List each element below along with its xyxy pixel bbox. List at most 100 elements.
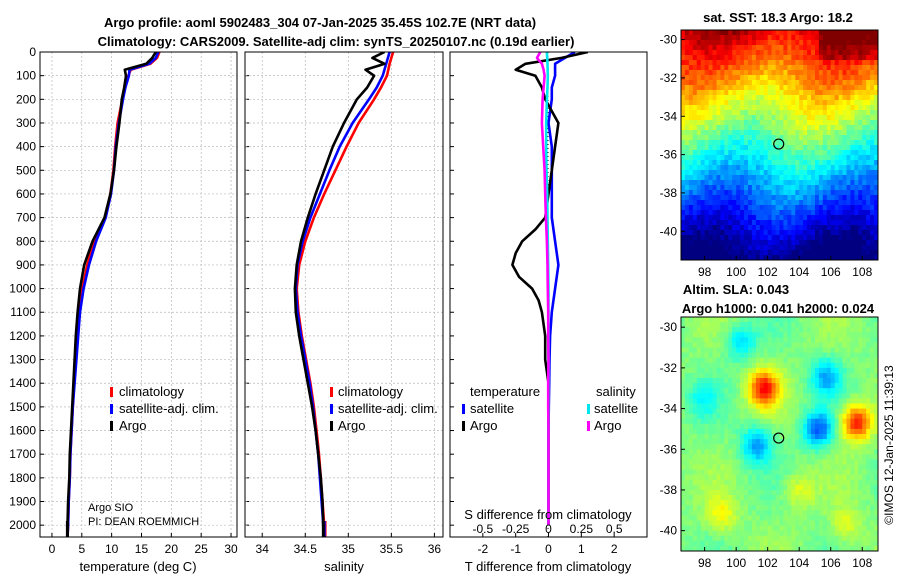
heatmap-cell — [834, 337, 840, 343]
heatmap-cell — [751, 85, 757, 91]
heatmap-cell — [755, 383, 761, 389]
heatmap-cell — [767, 327, 773, 333]
heatmap-cell — [740, 393, 745, 399]
heatmap-cell — [708, 245, 714, 251]
heatmap-cell — [795, 378, 800, 384]
heatmap-cell — [850, 388, 855, 394]
heatmap-cell — [728, 393, 733, 399]
heatmap-cell — [704, 155, 710, 161]
heatmap-cell — [850, 195, 855, 201]
heatmap-cell — [858, 530, 863, 537]
heatmap-cell — [811, 535, 816, 542]
series-line-argo — [66, 52, 157, 526]
heatmap-cell — [791, 454, 796, 460]
heatmap-cell — [767, 540, 773, 547]
heatmap-cell — [822, 100, 828, 106]
heatmap-cell — [744, 474, 749, 481]
heatmap-cell — [846, 449, 851, 455]
heatmap-cell — [854, 200, 859, 206]
heatmap-cell — [724, 160, 729, 166]
heatmap-cell — [732, 210, 737, 216]
heatmap-cell — [724, 500, 729, 506]
heatmap-cell — [708, 490, 714, 496]
depth-tick-label: 1000 — [9, 282, 36, 296]
heatmap-cell — [771, 444, 777, 450]
heatmap-cell — [732, 469, 737, 476]
heatmap-cell — [822, 540, 828, 547]
heatmap-cell — [736, 45, 741, 51]
heatmap-cell — [704, 459, 710, 466]
heatmap-cell — [763, 505, 769, 511]
heatmap-cell — [748, 75, 753, 81]
heatmap-cell — [748, 180, 753, 186]
heatmap-cell — [858, 120, 863, 126]
heatmap-cell — [755, 105, 761, 111]
heatmap-cell — [838, 367, 844, 374]
heatmap-cell — [767, 90, 773, 96]
heatmap-cell — [803, 235, 808, 241]
heatmap-cell — [728, 195, 733, 201]
heatmap-cell — [874, 195, 878, 201]
heatmap-cell — [779, 95, 784, 101]
heatmap-cell — [822, 444, 828, 450]
heatmap-cell — [858, 45, 863, 51]
heatmap-cell — [850, 449, 855, 455]
heatmap-cell — [850, 423, 855, 430]
heatmap-cell — [870, 469, 875, 476]
heatmap-cell — [779, 510, 784, 516]
heatmap-cell — [684, 449, 690, 455]
heatmap-cell — [744, 190, 749, 196]
heatmap-cell — [751, 80, 757, 86]
heatmap-cell — [736, 378, 741, 384]
heatmap-cell — [704, 60, 710, 66]
heatmap-cell — [771, 515, 777, 522]
heatmap-cell — [834, 175, 840, 181]
heatmap-cell — [775, 145, 781, 151]
heatmap-cell — [799, 479, 804, 486]
heatmap-cell — [688, 60, 694, 66]
heatmap-cell — [858, 35, 863, 41]
heatmap-cell — [740, 423, 745, 430]
heatmap-cell — [834, 165, 840, 171]
heatmap-cell — [858, 165, 863, 171]
heatmap-cell — [775, 250, 781, 256]
heatmap-cell — [708, 60, 714, 66]
heatmap-cell — [708, 200, 714, 206]
heatmap-cell — [830, 90, 836, 96]
heatmap-cell — [755, 115, 761, 121]
heatmap-cell — [815, 317, 820, 323]
heatmap-cell — [854, 479, 859, 486]
heatmap-cell — [732, 352, 737, 359]
heatmap-cell — [716, 195, 721, 201]
heatmap-cell — [807, 428, 812, 435]
heatmap-cell — [854, 235, 859, 241]
heatmap-cell — [803, 30, 808, 36]
heatmap-cell — [716, 95, 721, 101]
heatmap-cell — [795, 520, 800, 527]
heatmap-cell — [744, 479, 749, 486]
heatmap-cell — [704, 515, 710, 522]
heatmap-cell — [771, 90, 777, 96]
heatmap-cell — [755, 388, 761, 394]
heatmap-cell — [787, 408, 792, 415]
heatmap-cell — [866, 245, 871, 251]
heatmap-cell — [850, 434, 855, 440]
heatmap-cell — [681, 439, 686, 445]
heatmap-cell — [858, 75, 863, 81]
heatmap-cell — [755, 40, 761, 46]
heatmap-cell — [681, 110, 686, 116]
heatmap-cell — [720, 337, 725, 343]
heatmap-cell — [862, 428, 867, 435]
heatmap-cell — [771, 215, 777, 221]
heatmap-cell — [799, 130, 804, 136]
heatmap-cell — [811, 185, 816, 191]
heatmap-cell — [842, 95, 847, 101]
heatmap-cell — [830, 185, 836, 191]
heatmap-cell — [692, 373, 698, 379]
heatmap-cell — [740, 240, 745, 246]
heatmap-cell — [779, 40, 784, 46]
heatmap-cell — [862, 65, 867, 71]
heatmap-cell — [767, 449, 773, 455]
heatmap-cell — [740, 85, 745, 91]
heatmap-cell — [712, 90, 717, 96]
